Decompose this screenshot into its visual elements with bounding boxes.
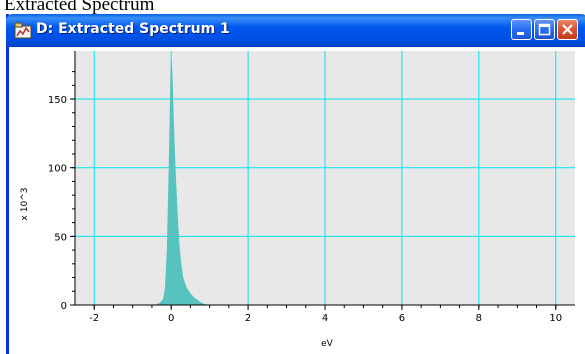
plot-window-icon[interactable]: [14, 22, 32, 39]
x-axis-label: eV: [321, 339, 334, 349]
document-caption: Extracted Spectrum: [4, 0, 155, 15]
y-tick-label: 150: [48, 95, 67, 106]
y-tick-label: 100: [48, 164, 67, 175]
plot-area[interactable]: -2 0 2 4 6 8 10 0 50 100 150 x 10^3 eV: [9, 47, 585, 354]
y-axis-label: x 10^3: [20, 188, 30, 221]
window-title: D: Extracted Spectrum 1: [36, 21, 230, 37]
x-tick-label: 4: [322, 313, 328, 324]
minimize-icon: [517, 32, 524, 35]
maximize-icon: [538, 23, 551, 36]
minimize-button[interactable]: [511, 19, 532, 40]
y-tick-label: 50: [54, 232, 67, 243]
x-tick-label: 10: [549, 313, 562, 324]
close-icon: [562, 24, 573, 35]
maximize-button[interactable]: [534, 19, 555, 40]
y-tick-label: 0: [61, 301, 67, 312]
spectrum-series: [155, 60, 206, 306]
spectrum-window[interactable]: D: Extracted Spectrum 1 -2 0 2 4 6 8 10 0 50: [6, 14, 585, 354]
x-tick-label: 8: [476, 313, 482, 324]
close-button[interactable]: [557, 19, 578, 40]
x-tick-label: 6: [399, 313, 405, 324]
series-layer: [155, 60, 206, 306]
x-tick-label: -2: [89, 313, 99, 324]
title-bar[interactable]: D: Extracted Spectrum 1: [6, 14, 585, 47]
x-tick-label: 2: [245, 313, 251, 324]
x-tick-label: 0: [168, 313, 174, 324]
